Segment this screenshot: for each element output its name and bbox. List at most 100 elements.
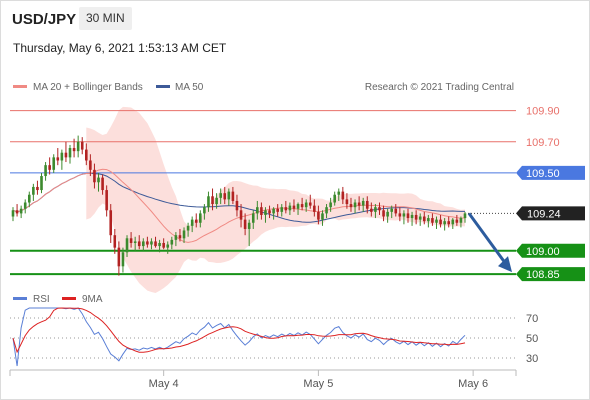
- symbol-title: USD/JPY: [12, 11, 77, 28]
- candle: [239, 204, 243, 228]
- rsi-legend-label: RSI: [33, 294, 50, 305]
- candle: [308, 194, 312, 209]
- candle: [182, 227, 186, 243]
- candle: [32, 183, 35, 201]
- level-text-109.70: 109.70: [526, 137, 560, 149]
- candle: [361, 197, 365, 212]
- ma20-line: [12, 168, 466, 243]
- candle: [137, 235, 141, 250]
- candle: [317, 205, 320, 225]
- ma9-legend-swatch: [62, 297, 76, 300]
- candle: [194, 213, 198, 228]
- x-tick-label: May 5: [303, 378, 333, 390]
- forecast-arrow: [467, 212, 512, 273]
- candle: [341, 186, 345, 205]
- candle: [80, 137, 84, 155]
- candle: [443, 218, 446, 231]
- candle: [121, 247, 125, 273]
- candle: [166, 241, 170, 254]
- ma20-legend-swatch: [13, 85, 27, 88]
- candle: [178, 228, 182, 242]
- candle: [186, 222, 190, 237]
- candle: [427, 214, 430, 228]
- candle: [23, 199, 27, 214]
- candle: [44, 162, 47, 181]
- candle: [288, 202, 292, 215]
- candles: [11, 135, 467, 276]
- candle: [276, 204, 279, 217]
- candle: [337, 188, 341, 201]
- candle: [150, 238, 153, 250]
- candle: [203, 204, 206, 220]
- candle: [455, 214, 459, 226]
- candle: [374, 204, 377, 219]
- level-text-109.00: 109.00: [526, 246, 560, 258]
- candle: [105, 185, 108, 217]
- candle: [129, 232, 133, 248]
- rsi-panel: 70 50 30: [10, 307, 538, 367]
- candle: [365, 196, 369, 214]
- bollinger-bands: [86, 106, 465, 294]
- candle: [97, 172, 100, 192]
- level-text-109.50: 109.50: [526, 168, 560, 180]
- candle: [48, 157, 51, 175]
- candle: [386, 208, 389, 223]
- candle: [19, 205, 23, 219]
- candle: [256, 200, 259, 220]
- x-tick-label: May 6: [458, 378, 488, 390]
- candle: [223, 186, 227, 205]
- candle: [235, 194, 239, 217]
- credit-text: Research © 2021 Trading Central: [365, 82, 514, 93]
- candle: [68, 144, 72, 164]
- candle: [398, 207, 402, 222]
- candle: [300, 197, 304, 211]
- candle: [321, 210, 324, 226]
- timestamp: Thursday, May 6, 2021 1:53:13 AM CET: [13, 41, 227, 55]
- candle: [40, 172, 43, 194]
- candle: [146, 236, 149, 248]
- candle: [280, 204, 284, 217]
- x-axis: May 4 May 5 May 6: [9, 369, 517, 390]
- candle: [36, 180, 39, 195]
- candle: [272, 207, 275, 220]
- candle: [406, 208, 410, 223]
- candle: [329, 197, 332, 212]
- candle: [378, 202, 381, 215]
- ma9-legend-label: 9MA: [82, 294, 103, 305]
- candle: [84, 143, 88, 166]
- candle: [170, 236, 174, 250]
- rsi-tick-70: 70: [526, 313, 538, 325]
- ma50-legend-label: MA 50: [175, 82, 204, 93]
- candle: [247, 219, 251, 247]
- candle: [72, 138, 76, 158]
- candle: [219, 188, 222, 205]
- candle: [313, 199, 316, 217]
- candle: [390, 205, 394, 219]
- candle: [11, 207, 15, 222]
- candle: [459, 216, 463, 228]
- candle: [268, 205, 271, 219]
- candle: [60, 149, 64, 170]
- candle: [64, 141, 68, 163]
- candle: [215, 193, 218, 209]
- candle: [394, 204, 398, 217]
- rsi-tick-50: 50: [526, 333, 538, 345]
- timeframe-button[interactable]: 30 MIN: [79, 7, 132, 30]
- candle: [52, 154, 56, 173]
- candle: [142, 238, 145, 251]
- candle: [463, 211, 467, 223]
- candle: [414, 210, 418, 225]
- candle: [158, 239, 161, 253]
- candle: [292, 199, 296, 212]
- candle: [435, 216, 438, 229]
- candle: [431, 213, 434, 226]
- candle: [349, 197, 353, 212]
- level-text-108.85: 108.85: [526, 269, 560, 281]
- candle: [56, 148, 60, 166]
- candle: [15, 204, 19, 217]
- rsi-line: [12, 307, 466, 367]
- candle: [304, 199, 308, 212]
- candle: [382, 205, 385, 222]
- candle: [117, 241, 121, 276]
- candle: [353, 199, 357, 214]
